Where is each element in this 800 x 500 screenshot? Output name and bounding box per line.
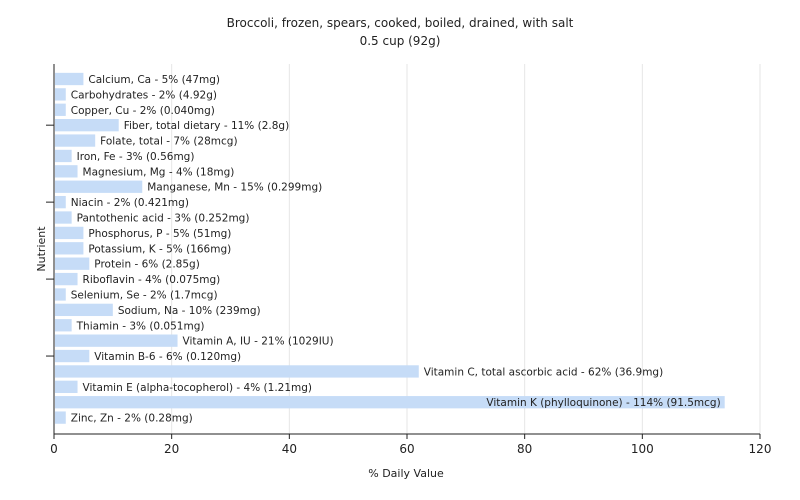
bar-6 — [55, 165, 78, 178]
bar-4 — [55, 134, 96, 147]
bar-17 — [55, 334, 178, 347]
bar-9 — [55, 211, 72, 224]
bar-label-5: Iron, Fe - 3% (0.56mg) — [77, 151, 195, 163]
bar-label-20: Vitamin E (alpha-tocopherol) - 4% (1.21m… — [83, 382, 313, 394]
bar-label-1: Carbohydrates - 2% (4.92g) — [71, 89, 217, 101]
bar-label-22: Zinc, Zn - 2% (0.28mg) — [71, 413, 193, 425]
bar-label-16: Thiamin - 3% (0.051mg) — [76, 320, 205, 332]
bar-3 — [55, 119, 119, 132]
x-tick-label-1: 20 — [164, 442, 179, 456]
x-axis-label: % Daily Value — [368, 467, 444, 480]
x-tick-label-2: 40 — [282, 442, 297, 456]
bar-label-9: Pantothenic acid - 3% (0.252mg) — [77, 213, 250, 225]
chart-title: Broccoli, frozen, spears, cooked, boiled… — [227, 16, 574, 30]
bar-21 — [55, 396, 725, 409]
y-axis-label: Nutrient — [35, 226, 48, 272]
bar-16 — [55, 319, 72, 332]
bar-label-3: Fiber, total dietary - 11% (2.8g) — [124, 120, 289, 132]
bar-label-7: Manganese, Mn - 15% (0.299mg) — [147, 182, 322, 194]
bar-label-11: Potassium, K - 5% (166mg) — [88, 243, 231, 255]
bar-label-10: Phosphorus, P - 5% (51mg) — [88, 228, 231, 240]
bar-label-0: Calcium, Ca - 5% (47mg) — [88, 74, 220, 86]
x-tick-label-5: 100 — [631, 442, 654, 456]
x-tick-label-4: 80 — [517, 442, 532, 456]
chart-subtitle: 0.5 cup (92g) — [360, 34, 441, 48]
bar-19 — [55, 365, 419, 378]
bar-label-4: Folate, total - 7% (28mcg) — [100, 136, 237, 148]
bar-0 — [55, 72, 84, 86]
bar-1 — [55, 88, 66, 101]
bar-label-19: Vitamin C, total ascorbic acid - 62% (36… — [424, 366, 663, 378]
x-tick-label-3: 60 — [399, 442, 414, 456]
bar-label-15: Sodium, Na - 10% (239mg) — [118, 305, 261, 317]
bar-label-17: Vitamin A, IU - 21% (1029IU) — [183, 336, 334, 348]
bar-label-6: Magnesium, Mg - 4% (18mg) — [83, 166, 235, 178]
bar-22 — [55, 411, 66, 424]
x-tick-label-0: 0 — [50, 442, 58, 456]
bar-5 — [55, 149, 72, 163]
bar-label-18: Vitamin B-6 - 6% (0.120mg) — [94, 351, 241, 363]
bar-label-2: Copper, Cu - 2% (0.040mg) — [71, 105, 215, 117]
bar-12 — [55, 257, 90, 270]
bar-2 — [55, 103, 66, 116]
bar-15 — [55, 303, 113, 317]
bar-13 — [55, 272, 78, 286]
bar-11 — [55, 242, 84, 255]
bar-label-14: Selenium, Se - 2% (1.7mcg) — [71, 289, 218, 301]
axes: 0 20 40 60 80 100 120 — [46, 64, 771, 456]
bar-7 — [55, 180, 143, 193]
bar-label-21: Vitamin K (phylloquinone) - 114% (91.5mc… — [486, 397, 720, 409]
bar-label-12: Protein - 6% (2.85g) — [94, 259, 200, 271]
x-tick-label-6: 120 — [749, 442, 772, 456]
bar-label-13: Riboflavin - 4% (0.075mg) — [83, 274, 221, 286]
bar-label-8: Niacin - 2% (0.421mg) — [71, 197, 189, 209]
bar-8 — [55, 195, 66, 209]
bar-20 — [55, 380, 78, 393]
bars: Calcium, Ca - 5% (47mg) Carbohydrates - 2… — [55, 72, 725, 425]
bar-14 — [55, 288, 66, 301]
bar-18 — [55, 349, 90, 363]
bar-10 — [55, 226, 84, 240]
